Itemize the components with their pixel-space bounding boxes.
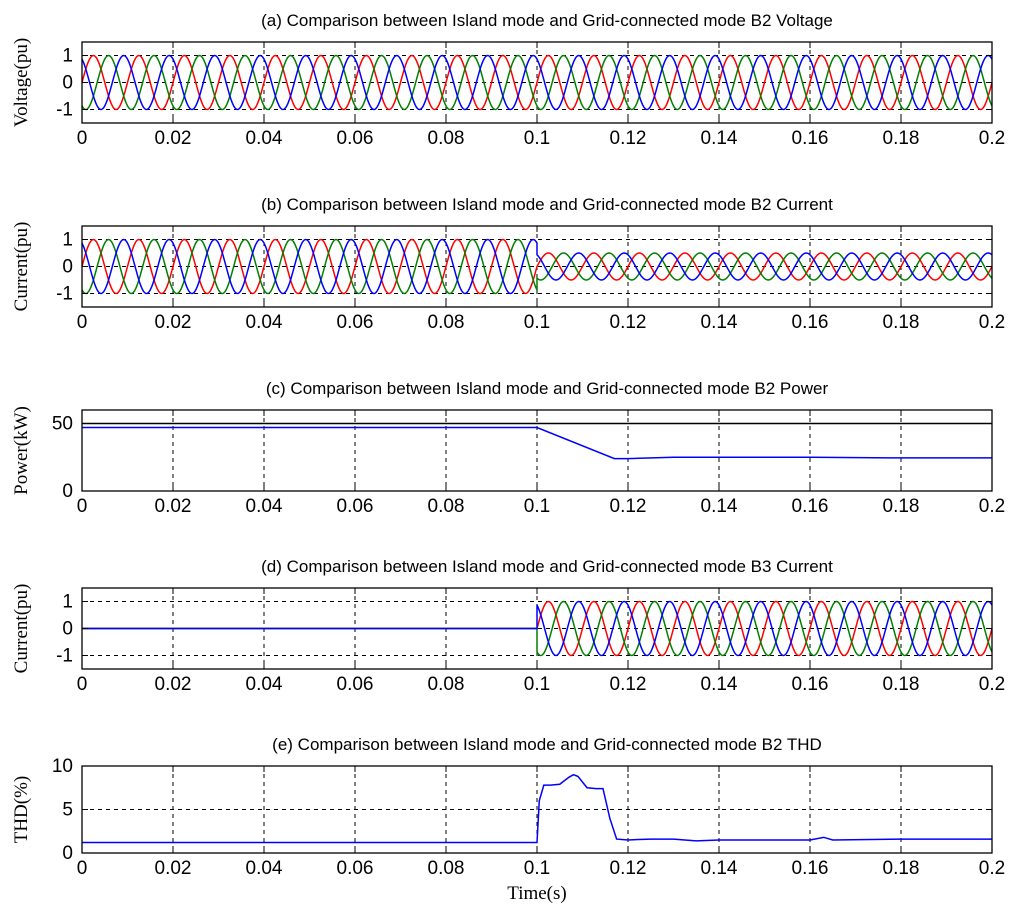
- x-tick-label: 0.12: [610, 674, 647, 695]
- series-line-2: [81, 238, 993, 295]
- y-tick-label: 0: [62, 481, 73, 502]
- x-tick-label: 0.16: [792, 312, 829, 333]
- x-tick-label: 0: [77, 128, 88, 149]
- y-tick-label: 50: [52, 414, 73, 435]
- x-tick-label: 0.2: [979, 674, 1005, 695]
- series-line-2: [81, 54, 993, 111]
- x-tick-label: 0.16: [792, 496, 829, 517]
- y-axis-label: Voltage(pu): [11, 38, 32, 127]
- panel-c: 0 0.02 0.04 0.06 0.08 0.1 0.12 0.14 0.16 0.18 0.2 0…: [11, 379, 1005, 517]
- x-tick-label: 0.14: [701, 128, 738, 149]
- series-line-1: [82, 773, 992, 844]
- x-tick-label: 0.02: [155, 858, 192, 879]
- x-tick-label: 0.06: [337, 496, 374, 517]
- y-tick-label: 5: [62, 800, 73, 821]
- y-tick-label: 10: [52, 756, 73, 777]
- x-tick-label: 0.04: [246, 496, 283, 517]
- x-tick-label: 0.18: [883, 128, 920, 149]
- x-tick-label: 0.1: [524, 496, 550, 517]
- y-tick-label: 1: [62, 592, 73, 613]
- y-tick-label: -1: [56, 100, 73, 121]
- x-tick-label: 0.12: [610, 858, 647, 879]
- x-tick-label: 0.1: [524, 128, 550, 149]
- panel-title: (c) Comparison between Island mode and G…: [266, 379, 829, 398]
- series-line-3: [82, 600, 993, 657]
- x-tick-label: 0.18: [883, 858, 920, 879]
- x-tick-label: 0.08: [428, 496, 465, 517]
- x-tick-label: 0.12: [610, 128, 647, 149]
- series-line-2: [82, 426, 992, 460]
- panel-d: 0 0.02 0.04 0.06 0.08 0.1 0.12 0.14 0.16 0.18 0.2 -…: [11, 557, 1005, 695]
- panel-title: (a) Comparison between Island mode and G…: [261, 11, 833, 30]
- x-tick-label: 0.1: [524, 858, 550, 879]
- x-tick-label: 0.02: [155, 674, 192, 695]
- x-tick-label: 0.02: [155, 312, 192, 333]
- x-tick-label: 0.04: [246, 674, 283, 695]
- panel-title: (e) Comparison between Island mode and G…: [272, 735, 822, 754]
- x-tick-label: 0: [77, 496, 88, 517]
- y-axis-label: THD(%): [11, 776, 32, 844]
- x-tick-label: 0: [77, 858, 88, 879]
- y-tick-label: -1: [56, 284, 73, 305]
- x-tick-label: 0.18: [883, 312, 920, 333]
- x-tick-label: 0.2: [979, 312, 1005, 333]
- panel-b: 0 0.02 0.04 0.06 0.08 0.1 0.12 0.14 0.16 0.18 0.2 -…: [11, 195, 1005, 333]
- x-tick-label: 0.06: [337, 128, 374, 149]
- x-tick-label: 0.08: [428, 312, 465, 333]
- x-tick-label: 0.16: [792, 128, 829, 149]
- y-tick-label: 0: [62, 619, 73, 640]
- x-tick-label: 0.12: [610, 312, 647, 333]
- panel-e: 0 0.02 0.04 0.06 0.08 0.1 0.12 0.14 0.16 0.18 0.2 0…: [11, 735, 1005, 904]
- x-tick-label: 0.2: [979, 128, 1005, 149]
- x-tick-label: 0.16: [792, 858, 829, 879]
- y-tick-label: 0: [62, 257, 73, 278]
- x-tick-label: 0: [77, 674, 88, 695]
- y-tick-label: 1: [62, 230, 73, 251]
- x-tick-label: 0.06: [337, 312, 374, 333]
- x-tick-label: 0.02: [155, 496, 192, 517]
- series-line-1: [81, 54, 993, 111]
- y-axis-label: Current(pu): [11, 584, 32, 674]
- x-tick-label: 0.08: [428, 128, 465, 149]
- y-axis-label: Current(pu): [11, 222, 32, 312]
- x-tick-label: 0.14: [701, 312, 738, 333]
- x-tick-label: 0.08: [428, 674, 465, 695]
- panel-a: 0 0.02 0.04 0.06 0.08 0.1 0.12 0.14 0.16 0.18 0.2 -…: [11, 11, 1005, 149]
- y-tick-label: -1: [56, 646, 73, 667]
- x-tick-label: 0.06: [337, 674, 374, 695]
- x-tick-label: 0.12: [610, 496, 647, 517]
- panel-title: (b) Comparison between Island mode and G…: [261, 195, 833, 214]
- x-tick-label: 0.08: [428, 858, 465, 879]
- x-tick-label: 0.18: [883, 496, 920, 517]
- x-tick-label: 0.04: [246, 128, 283, 149]
- series-line-3: [81, 238, 993, 295]
- x-tick-label: 0.14: [701, 858, 738, 879]
- panel-title: (d) Comparison between Island mode and G…: [261, 557, 833, 576]
- series-line-1: [81, 238, 993, 295]
- x-tick-label: 0.1: [524, 674, 550, 695]
- x-tick-label: 0.14: [701, 496, 738, 517]
- y-tick-label: 1: [62, 46, 73, 67]
- y-tick-label: 0: [62, 73, 73, 94]
- x-tick-label: 0.2: [979, 496, 1005, 517]
- series-line-3: [81, 54, 993, 111]
- x-tick-label: 0.04: [246, 858, 283, 879]
- x-tick-label: 0.16: [792, 674, 829, 695]
- x-tick-label: 0.1: [524, 312, 550, 333]
- x-tick-label: 0.02: [155, 128, 192, 149]
- x-tick-label: 0.06: [337, 858, 374, 879]
- x-axis-label: Time(s): [507, 883, 566, 904]
- x-tick-label: 0.04: [246, 312, 283, 333]
- y-axis-label: Power(kW): [11, 406, 32, 495]
- x-tick-label: 0.2: [979, 858, 1005, 879]
- x-tick-label: 0.14: [701, 674, 738, 695]
- x-tick-label: 0: [77, 312, 88, 333]
- x-tick-label: 0.18: [883, 674, 920, 695]
- y-tick-label: 0: [62, 843, 73, 864]
